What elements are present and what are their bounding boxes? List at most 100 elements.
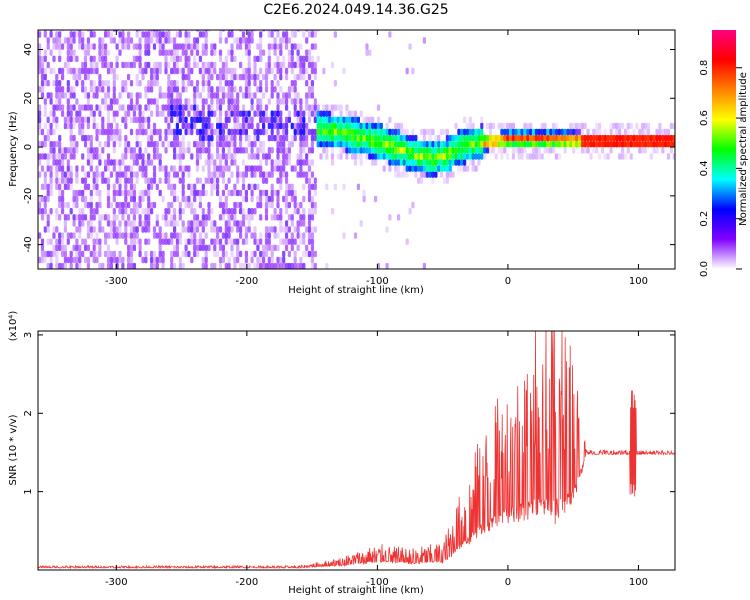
spectrogram-cell	[106, 61, 111, 69]
spectrogram-cell	[204, 232, 208, 239]
spectrogram-cell	[49, 30, 53, 32]
spectrogram-cell	[313, 43, 317, 50]
spectrogram-cell	[38, 61, 42, 69]
spectrogram-cell	[61, 165, 65, 172]
spectrogram-cell	[66, 238, 70, 245]
spectrogram-cell	[181, 110, 185, 117]
spectrogram-cell	[46, 159, 50, 166]
spectrogram-cell	[178, 165, 182, 172]
spectrogram-cell	[184, 61, 188, 69]
spectrogram-cell	[164, 116, 168, 123]
spectrogram-cell	[204, 147, 208, 154]
spectrogram-cell	[296, 55, 300, 62]
spectrogram-cell	[127, 37, 131, 44]
spectrogram-cell	[58, 232, 62, 239]
spectrogram-cell	[158, 92, 162, 99]
spectrogram-cell	[38, 104, 42, 111]
spectrogram-cell	[454, 122, 458, 130]
spectrogram-cell	[253, 128, 257, 136]
spectrogram-cell	[244, 73, 248, 81]
spectrogram-cell	[351, 141, 355, 148]
spectrogram-cell	[437, 153, 441, 160]
spectrogram-cell	[471, 153, 475, 160]
spectrogram-cell	[273, 73, 277, 81]
spectrogram-cell	[296, 171, 300, 178]
spectrogram-cell	[276, 43, 280, 50]
spectrogram-cell	[141, 153, 145, 160]
spectrogram-cell	[132, 214, 136, 221]
spectrogram-cell	[563, 128, 567, 136]
spectrogram-cell	[46, 220, 50, 227]
spectrogram-cell	[262, 262, 266, 269]
spectrogram-cell	[411, 134, 415, 142]
spectrogram-cell	[152, 61, 157, 69]
spectrogram-cell	[374, 159, 378, 166]
spectrogram-cell	[440, 171, 444, 178]
spectrogram-cell	[58, 104, 62, 111]
spectrogram-cell	[333, 104, 337, 111]
spectrogram-cell	[121, 214, 125, 221]
spectrogram-cell	[411, 67, 415, 75]
spectrogram-cell	[218, 141, 223, 148]
spectrogram-cell	[138, 220, 142, 227]
spectrogram-cell	[264, 171, 269, 178]
spectrogram-cell	[69, 43, 73, 50]
spectrogram-cell	[115, 110, 119, 117]
spectrogram-cell	[104, 165, 108, 172]
spectrogram-cell	[161, 262, 165, 269]
spectrogram-cell	[422, 171, 426, 178]
spectrogram-cell	[175, 61, 179, 69]
spectrogram-cell	[290, 43, 294, 50]
spectrogram-cell	[216, 171, 220, 178]
spectrogram-cell	[204, 61, 208, 69]
spectrogram-cell	[402, 171, 406, 178]
spectrogram-cell	[98, 226, 102, 233]
spectrogram-cell	[635, 122, 639, 130]
spectrogram-cell	[655, 128, 659, 136]
spectrogram-cell	[69, 37, 73, 44]
spectrogram-cell	[181, 171, 185, 178]
spectrogram-cell	[86, 134, 90, 142]
spectrogram-cell	[152, 67, 157, 75]
spectrogram-cell	[201, 67, 205, 75]
spectrogram-cell	[66, 116, 70, 123]
y-tick-label: 1	[23, 488, 34, 494]
spectrogram-cell	[190, 232, 194, 239]
spectrogram-cell	[374, 122, 378, 130]
spectrogram-cell	[227, 31, 231, 38]
spectrogram-cell	[549, 134, 553, 142]
spectrogram-cell	[40, 238, 45, 245]
spectrogram-cell	[161, 232, 165, 239]
spectrogram-cell	[356, 147, 360, 154]
spectrogram-cell	[207, 104, 211, 111]
spectrogram-cell	[43, 98, 47, 105]
spectrogram-cell	[414, 153, 418, 160]
spectrogram-cell	[49, 147, 53, 154]
spectrogram-cell	[609, 147, 613, 154]
spectrogram-cell	[72, 214, 76, 221]
spectrogram-cell	[195, 244, 200, 251]
spectrogram-cell	[293, 98, 297, 105]
spectrogram-cell	[457, 159, 461, 166]
spectrogram-cell	[293, 92, 297, 99]
spectrogram-cell	[270, 67, 274, 75]
spectrogram-cell	[218, 159, 223, 166]
spectrogram-cell	[262, 141, 266, 148]
spectrogram-cell	[58, 262, 62, 269]
x-tick-label: -300	[105, 577, 128, 588]
spectrogram-cell	[500, 128, 504, 136]
spectrogram-cell	[193, 122, 197, 130]
spectrogram-cell	[83, 201, 88, 209]
spectrogram-cell	[52, 43, 56, 50]
spectrogram-cell	[190, 49, 194, 56]
spectrogram-cell	[293, 238, 297, 245]
spectrogram-cell	[250, 208, 254, 215]
spectrogram-cell	[517, 153, 521, 160]
spectrogram-cell	[184, 122, 188, 130]
spectrogram-cell	[181, 43, 185, 50]
spectrogram-cell	[247, 49, 251, 56]
spectrogram-cell	[241, 195, 246, 203]
spectrogram-cell	[236, 37, 240, 44]
spectrogram-cell	[457, 165, 461, 172]
spectrogram-cell	[138, 55, 142, 62]
